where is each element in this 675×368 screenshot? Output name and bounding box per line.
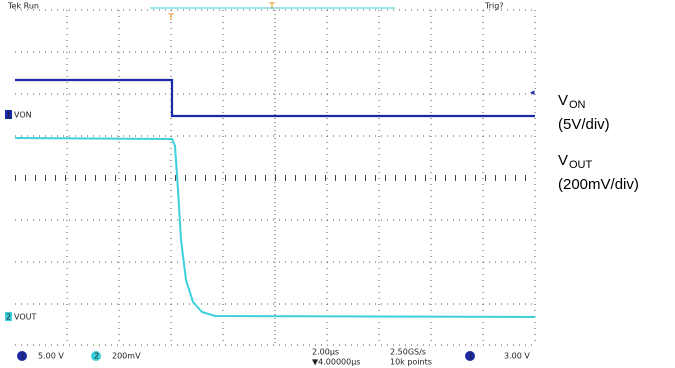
trace-vout (14, 137, 536, 318)
ch2-number: 2 (6, 313, 11, 322)
trig-ch-icon (465, 351, 475, 361)
legend-name: V (558, 92, 568, 109)
time-delay: ▼4.00000µs (312, 358, 361, 367)
legend-name: V (558, 152, 568, 169)
trigger-marker: T (167, 13, 174, 23)
legend-sub: ON (569, 99, 586, 111)
ch2-scale: 200mV (112, 352, 141, 361)
legend-scale: (200mV/div) (558, 176, 639, 193)
legend-sub: OUT (569, 159, 593, 171)
status: Tek Run (7, 2, 39, 11)
trace-von (15, 78, 535, 118)
sample-rate: 2.50GS/s (390, 348, 426, 357)
legend-scale: (5V/div) (558, 116, 610, 133)
trigger-state: Trig? (484, 2, 504, 11)
ch1-label: VON (14, 111, 32, 120)
record-length: 10k points (390, 358, 432, 367)
trigger-level: 3.00 V (504, 352, 530, 361)
ch2-icon (91, 351, 101, 361)
ch2-badge (5, 312, 12, 321)
ch1-number: 1 (6, 111, 11, 120)
ch1-scale: 5.00 V (38, 352, 64, 361)
ch1-icon (17, 351, 27, 361)
ch1-badge (5, 110, 12, 119)
ch1-number-bottom: 1 (20, 352, 25, 361)
ch2-number-bottom: 2 (94, 352, 99, 361)
time-scale: 2.00µs (312, 348, 339, 357)
trigger-pos: T (268, 2, 275, 12)
ch2-label: VOUT (14, 313, 36, 322)
graticule (15, 9, 536, 346)
trig-ch-number: 1 (468, 352, 473, 361)
trig-level-marker: ◂ (530, 88, 535, 98)
